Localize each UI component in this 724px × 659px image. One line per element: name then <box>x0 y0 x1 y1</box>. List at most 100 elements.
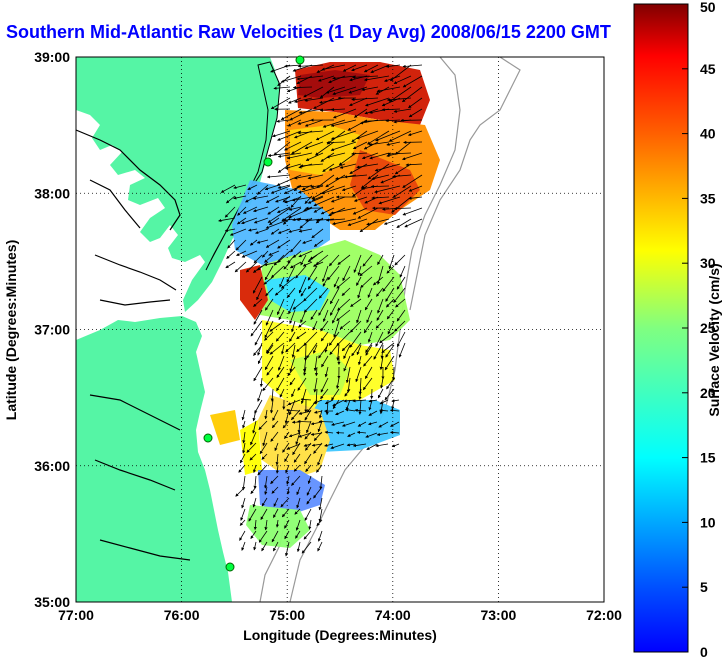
velocity-arrow <box>253 309 263 325</box>
velocity-arrow <box>350 298 362 307</box>
colorbar-tick-label: 15 <box>700 450 716 466</box>
colorbar-tick-label: 50 <box>700 0 716 15</box>
velocity-arrow <box>388 130 412 142</box>
velocity-arrow <box>296 218 313 222</box>
velocity-arrow <box>383 218 401 225</box>
velocity-arrow <box>254 331 263 346</box>
velocity-arrow <box>277 228 291 234</box>
velocity-arrow <box>396 331 406 348</box>
velocity-arrow <box>319 97 346 104</box>
velocity-arrow <box>303 530 312 540</box>
velocity-arrow <box>253 475 257 490</box>
velocity-arrow <box>277 163 291 173</box>
velocity-arrow <box>386 141 401 146</box>
velocity-arrow <box>276 298 285 316</box>
velocity-arrow <box>341 421 356 427</box>
velocity-arrow <box>298 108 324 115</box>
velocity-arrow <box>307 475 312 485</box>
velocity-arrow <box>304 119 324 127</box>
velocity-arrow <box>380 377 384 389</box>
velocity-arrow <box>300 388 307 405</box>
velocity-arrow <box>393 206 412 211</box>
velocity-arrow <box>324 443 334 447</box>
colorbar-tick-label: 20 <box>700 385 716 401</box>
velocity-arrow <box>322 265 329 283</box>
velocity-arrow <box>306 420 312 434</box>
velocity-arrow <box>387 152 412 156</box>
velocity-arrow <box>331 388 340 401</box>
colorbar-label: Surface Velocity (cm/s) <box>706 263 722 416</box>
velocity-arrow <box>352 141 368 150</box>
velocity-arrow <box>253 298 263 307</box>
velocity-arrow <box>224 228 236 232</box>
x-axis-label: Longitude (Degrees:Minutes) <box>243 627 437 643</box>
velocity-arrow <box>313 442 323 454</box>
velocity-arrow <box>330 141 357 152</box>
velocity-arrow <box>339 320 351 330</box>
velocity-arrow <box>252 276 263 294</box>
velocity-arrow <box>270 228 280 235</box>
velocity-arrow <box>250 431 257 446</box>
velocity-arrow <box>271 420 279 429</box>
velocity-arrow <box>358 388 362 400</box>
velocity-arrow <box>297 185 324 194</box>
velocity-arrow <box>298 410 312 415</box>
velocity-arrow <box>365 432 378 438</box>
velocity-arrow <box>318 344 329 359</box>
velocity-arrow <box>377 388 384 399</box>
velocity-arrow <box>220 184 236 193</box>
velocity-arrow <box>324 366 329 378</box>
velocity-arrow <box>322 163 335 172</box>
velocity-arrow <box>328 254 340 267</box>
velocity-arrow <box>336 377 340 389</box>
velocity-arrow <box>313 97 335 109</box>
velocity-arrow <box>330 130 357 140</box>
velocity-arrow <box>277 130 302 141</box>
velocity-arrow <box>273 141 291 156</box>
velocity-arrow <box>313 206 324 213</box>
velocity-arrow <box>253 217 269 224</box>
velocity-arrow <box>315 141 335 156</box>
velocity-arrow <box>265 239 280 248</box>
velocity-arrow <box>399 265 406 278</box>
velocity-arrow <box>352 75 379 79</box>
velocity-arrow <box>293 174 313 180</box>
velocity-arrow <box>270 431 279 442</box>
velocity-arrow <box>296 75 324 81</box>
velocity-arrow <box>389 430 400 435</box>
velocity-arrow <box>278 309 285 321</box>
velocity-arrow <box>275 331 285 342</box>
velocity-arrow <box>353 108 368 118</box>
velocity-arrow <box>307 196 324 204</box>
velocity-arrow <box>377 254 384 266</box>
velocity-arrow <box>268 217 280 226</box>
velocity-arrow <box>282 442 290 453</box>
velocity-arrow <box>264 184 280 191</box>
velocity-arrow <box>364 298 373 311</box>
velocity-arrow <box>341 185 357 192</box>
velocity-arrow <box>275 464 279 474</box>
velocity-arrow <box>268 250 280 256</box>
velocity-arrow <box>298 320 307 328</box>
velocity-arrow <box>240 508 246 521</box>
x-tick-label: 73:00 <box>480 607 516 623</box>
velocity-arrow <box>315 130 335 141</box>
velocity-arrow <box>361 86 379 92</box>
velocity-arrow <box>354 408 367 412</box>
velocity-arrow <box>303 206 313 212</box>
velocity-arrow <box>355 366 362 383</box>
radar-site-marker <box>203 433 213 443</box>
velocity-arrow <box>275 519 279 528</box>
velocity-arrow <box>337 254 351 265</box>
velocity-arrow <box>262 431 268 447</box>
velocity-arrow <box>408 185 423 192</box>
velocity-arrow <box>353 196 368 202</box>
velocity-arrow <box>351 342 362 357</box>
velocity-arrow <box>398 342 406 358</box>
map-title: Southern Mid-Atlantic Raw Velocities (1 … <box>6 22 611 42</box>
velocity-arrow <box>381 342 395 354</box>
velocity-arrow <box>331 309 340 324</box>
velocity-arrow <box>366 218 390 226</box>
velocity-arrow <box>357 287 362 299</box>
